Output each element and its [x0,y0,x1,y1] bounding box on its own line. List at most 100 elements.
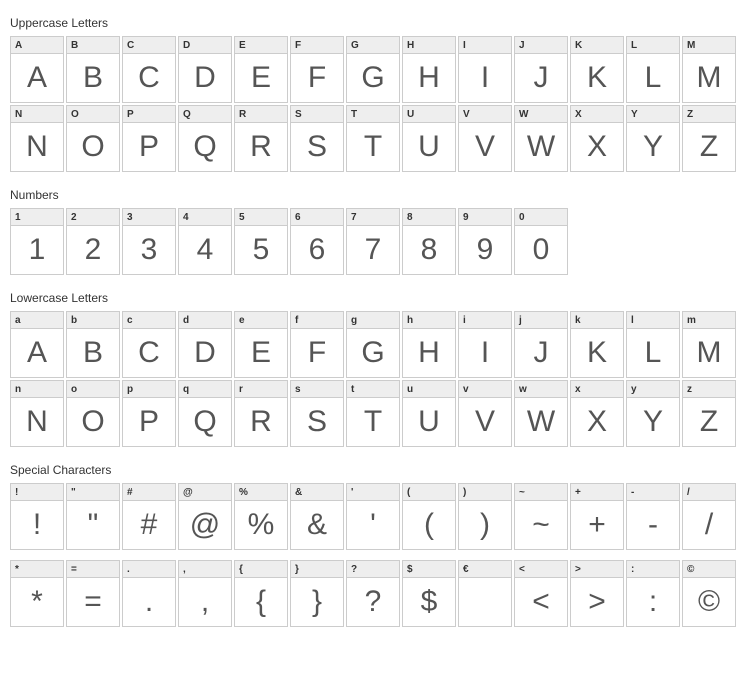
glyph-cell[interactable]: NN [10,105,64,172]
glyph-cell[interactable]: jJ [514,311,568,378]
glyph-cell[interactable]: SS [290,105,344,172]
glyph-cell[interactable]: && [290,483,344,550]
glyph-cell[interactable]: TT [346,105,400,172]
glyph-cell[interactable]: CC [122,36,176,103]
glyph-cell[interactable]: ~~ [514,483,568,550]
glyph-cell[interactable]: nN [10,380,64,447]
glyph-cell[interactable]: LL [626,36,680,103]
glyph-cell[interactable]: 66 [290,208,344,275]
glyph-cell[interactable]: == [66,560,120,627]
glyph-cell[interactable]: cC [122,311,176,378]
glyph-cell[interactable]: gG [346,311,400,378]
glyph-cell[interactable]: >> [570,560,624,627]
glyph-label: 0 [515,209,567,226]
glyph-cell[interactable]: %% [234,483,288,550]
section-title: Uppercase Letters [10,16,738,30]
glyph-cell[interactable]: fF [290,311,344,378]
glyph-cell[interactable]: ?? [346,560,400,627]
glyph-cell[interactable]: VV [458,105,512,172]
glyph-display: F [291,54,343,102]
glyph-cell[interactable]: DD [178,36,232,103]
glyph-display: N [11,123,63,171]
glyph-cell[interactable]: (( [402,483,456,550]
glyph-cell[interactable]: II [458,36,512,103]
glyph-cell[interactable]: EE [234,36,288,103]
glyph-cell[interactable]: QQ [178,105,232,172]
glyph-cell[interactable]: pP [122,380,176,447]
glyph-cell[interactable]: )) [458,483,512,550]
glyph-cell[interactable]: HH [402,36,456,103]
glyph-cell[interactable]: !! [10,483,64,550]
glyph-cell[interactable]: 22 [66,208,120,275]
glyph-cell[interactable]: YY [626,105,680,172]
glyph-cell[interactable]: lL [626,311,680,378]
glyph-cell[interactable]: .. [122,560,176,627]
glyph-cell[interactable]: 44 [178,208,232,275]
glyph-cell[interactable]: dD [178,311,232,378]
glyph-cell[interactable]: JJ [514,36,568,103]
glyph-cell[interactable]: ** [10,560,64,627]
glyph-display: X [571,398,623,446]
glyph-cell[interactable]: 00 [514,208,568,275]
glyph-cell[interactable]: € [458,560,512,627]
glyph-cell[interactable]: mM [682,311,736,378]
glyph-cell[interactable]: AA [10,36,64,103]
glyph-cell[interactable]: ZZ [682,105,736,172]
glyph-cell[interactable]: ++ [570,483,624,550]
glyph-cell[interactable]: iI [458,311,512,378]
glyph-cell[interactable]: << [514,560,568,627]
glyph-cell[interactable]: PP [122,105,176,172]
glyph-cell[interactable]: bB [66,311,120,378]
glyph-cell[interactable]: sS [290,380,344,447]
glyph-cell[interactable]: 99 [458,208,512,275]
glyph-cell[interactable]: xX [570,380,624,447]
glyph-cell[interactable]: vV [458,380,512,447]
glyph-cell[interactable]: aA [10,311,64,378]
glyph-cell[interactable]: "" [66,483,120,550]
glyph-cell[interactable]: rR [234,380,288,447]
glyph-cell[interactable]: FF [290,36,344,103]
glyph-display: S [291,398,343,446]
glyph-cell[interactable]: MM [682,36,736,103]
glyph-display: 8 [403,226,455,274]
glyph-cell[interactable]: 55 [234,208,288,275]
glyph-cell[interactable]: kK [570,311,624,378]
glyph-cell[interactable]: hH [402,311,456,378]
glyph-cell[interactable]: OO [66,105,120,172]
glyph-cell[interactable]: qQ [178,380,232,447]
glyph-cell[interactable]: 77 [346,208,400,275]
glyph-cell[interactable]: wW [514,380,568,447]
glyph-label: ~ [515,484,567,501]
glyph-cell[interactable]: {{ [234,560,288,627]
glyph-cell[interactable]: ,, [178,560,232,627]
glyph-cell[interactable]: // [682,483,736,550]
glyph-cell[interactable]: :: [626,560,680,627]
glyph-cell[interactable]: @@ [178,483,232,550]
glyph-cell[interactable]: UU [402,105,456,172]
glyph-display: I [459,329,511,377]
glyph-cell[interactable]: 33 [122,208,176,275]
glyph-cell[interactable]: 88 [402,208,456,275]
glyph-cell[interactable]: XX [570,105,624,172]
glyph-cell[interactable]: yY [626,380,680,447]
glyph-cell[interactable]: eE [234,311,288,378]
glyph-cell[interactable]: BB [66,36,120,103]
glyph-cell[interactable]: GG [346,36,400,103]
glyph-cell[interactable]: WW [514,105,568,172]
glyph-cell[interactable]: KK [570,36,624,103]
glyph-cell[interactable]: ©© [682,560,736,627]
glyph-cell[interactable]: RR [234,105,288,172]
glyph-cell[interactable]: }} [290,560,344,627]
glyph-cell[interactable]: uU [402,380,456,447]
glyph-cell[interactable]: '' [346,483,400,550]
glyph-display: W [515,123,567,171]
glyph-cell[interactable]: $$ [402,560,456,627]
glyph-cell[interactable]: tT [346,380,400,447]
glyph-cell[interactable]: ## [122,483,176,550]
glyph-cell[interactable]: -- [626,483,680,550]
glyph-label: S [291,106,343,123]
glyph-cell[interactable]: oO [66,380,120,447]
glyph-display: 1 [11,226,63,274]
glyph-cell[interactable]: zZ [682,380,736,447]
glyph-cell[interactable]: 11 [10,208,64,275]
